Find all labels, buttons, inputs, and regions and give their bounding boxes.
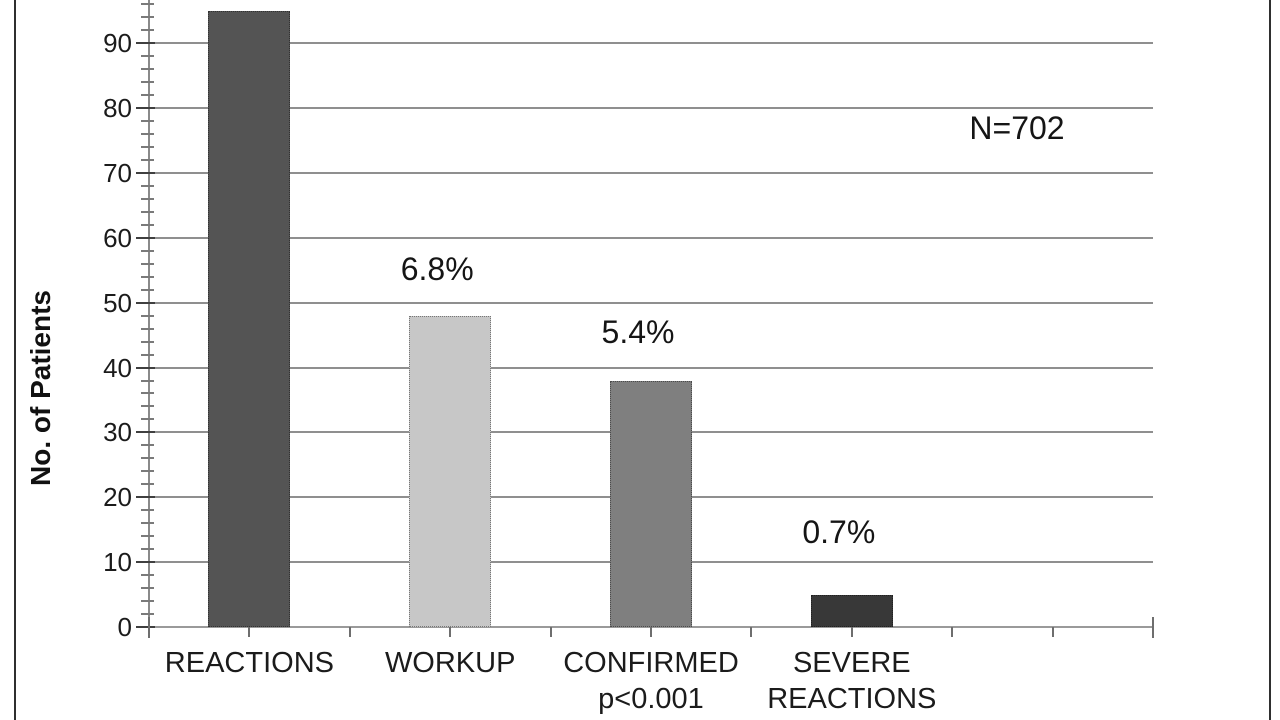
y-minor-tick [141, 288, 154, 291]
y-minor-tick [141, 197, 154, 200]
y-minor-tick [141, 509, 154, 512]
gridline-80 [149, 107, 1153, 110]
bar-value-label-severe-reactions: 0.7% [802, 513, 876, 550]
x-axis-end-tick [1152, 617, 1154, 638]
y-tick-label-90: 90 [103, 28, 132, 59]
gridline-50 [149, 301, 1153, 304]
y-minor-tick [141, 81, 154, 84]
y-tick-label-50: 50 [103, 287, 132, 318]
x-tick [650, 627, 652, 637]
gridline-90 [149, 42, 1153, 45]
y-minor-tick [141, 223, 154, 226]
y-major-tick [136, 301, 155, 304]
y-minor-tick [141, 574, 154, 577]
x-tick [1051, 627, 1054, 637]
x-tick [549, 627, 552, 637]
y-minor-tick [141, 470, 154, 473]
y-minor-tick [141, 379, 154, 382]
y-tick-label-30: 30 [103, 417, 132, 448]
y-major-tick [136, 107, 155, 110]
y-minor-tick [141, 600, 154, 603]
y-minor-tick [141, 94, 154, 97]
y-tick-label-10: 10 [103, 547, 132, 578]
y-minor-tick [141, 249, 154, 252]
y-minor-tick [141, 16, 154, 19]
x-axis-end-tick [148, 617, 150, 638]
y-tick-label-40: 40 [103, 352, 132, 383]
y-minor-tick [141, 418, 154, 421]
y-major-tick [136, 171, 155, 174]
y-minor-tick [141, 457, 154, 460]
y-major-tick [136, 236, 155, 239]
y-minor-tick [141, 68, 154, 71]
y-minor-tick [141, 133, 154, 136]
y-major-tick [136, 431, 155, 434]
bar-workup [409, 315, 492, 627]
y-minor-tick [141, 210, 154, 213]
y-tick-label-80: 80 [103, 93, 132, 124]
slide-border-left [14, 0, 16, 720]
x-tick [951, 627, 954, 637]
y-minor-tick [141, 29, 154, 32]
gridline-60 [149, 236, 1153, 239]
gridline-40 [149, 366, 1153, 369]
x-category-label-line: WORKUP [384, 647, 516, 679]
y-axis-line [148, 0, 150, 627]
bar-value-label-workup: 6.8% [400, 250, 474, 287]
y-minor-tick [141, 327, 154, 330]
y-minor-tick [141, 483, 154, 486]
x-tick [449, 627, 452, 637]
y-minor-tick [141, 535, 154, 538]
y-minor-tick [141, 158, 154, 161]
y-tick-label-20: 20 [103, 482, 132, 513]
x-category-label-line: p<0.001 [598, 683, 704, 715]
y-minor-tick [141, 262, 154, 265]
y-minor-tick [141, 145, 154, 148]
x-category-label-severe-reactions: SEVERE REACTIONS [722, 645, 982, 717]
y-major-tick [136, 626, 155, 628]
y-minor-tick [141, 392, 154, 395]
y-major-tick [136, 561, 155, 564]
gridline-70 [149, 171, 1153, 174]
y-minor-tick [141, 405, 154, 408]
bar-confirmed-p-0-001 [610, 380, 692, 627]
x-category-label-workup: WORKUP [320, 645, 580, 681]
x-category-label-confirmed-p-0-001: CONFIRMED p<0.001 [521, 645, 781, 717]
y-minor-tick [141, 340, 154, 343]
bar-reactions [208, 10, 291, 627]
sample-size-annotation: N=702 [969, 110, 1065, 146]
y-minor-tick [141, 55, 154, 58]
x-tick [248, 627, 251, 637]
y-major-tick [136, 496, 155, 499]
y-minor-tick [141, 444, 154, 447]
slide-border-right [1269, 0, 1271, 720]
y-minor-tick [141, 353, 154, 356]
x-category-label-line: SEVERE [792, 647, 911, 679]
x-tick [348, 627, 351, 637]
y-minor-tick [141, 184, 154, 187]
y-minor-tick [141, 548, 154, 551]
x-category-label-line: CONFIRMED [563, 647, 739, 679]
y-major-tick [136, 42, 155, 45]
x-category-label-line: REACTIONS [767, 683, 937, 715]
x-category-label-reactions: REACTIONS [119, 645, 379, 681]
x-category-label-line: REACTIONS [164, 647, 334, 679]
y-tick-label-0: 0 [117, 612, 132, 642]
x-tick [850, 627, 853, 637]
y-minor-tick [141, 613, 154, 616]
y-tick-label-70: 70 [103, 157, 132, 188]
y-minor-tick [141, 314, 154, 317]
y-minor-tick [141, 3, 154, 6]
y-minor-tick [141, 275, 154, 278]
y-major-tick [136, 366, 155, 369]
y-tick-label-60: 60 [103, 222, 132, 253]
y-minor-tick [141, 522, 154, 525]
x-tick [750, 627, 753, 637]
y-minor-tick [141, 587, 154, 590]
bar-severe-reactions [810, 594, 893, 627]
y-minor-tick [141, 120, 154, 123]
bar-value-label-confirmed-p-0-001: 5.4% [601, 313, 675, 350]
